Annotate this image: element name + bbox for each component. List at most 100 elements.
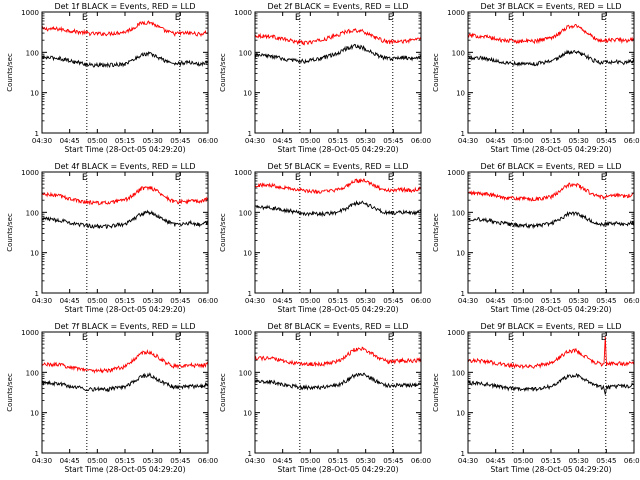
- x-tick-label: 06:00: [624, 297, 640, 305]
- x-tick-label: 04:30: [458, 457, 478, 465]
- x-axis-label: Start Time (28-Oct-05 04:29:20): [277, 465, 398, 474]
- x-tick-label: 05:45: [170, 457, 190, 465]
- series-line: [254, 199, 422, 218]
- y-axis-label: Counts/sec: [6, 53, 14, 92]
- y-tick-label: 1000: [447, 9, 465, 17]
- x-tick-label: 05:00: [513, 457, 533, 465]
- chart-panel: Det 9f BLACK = Events, RED = LLD E E 04:30 0…: [432, 322, 640, 474]
- chart-panel: Det 7f BLACK = Events, RED = LLD E E 04:30 0…: [6, 322, 218, 474]
- x-tick-label: 04:30: [32, 457, 52, 465]
- x-axis-label: Start Time (28-Oct-05 04:29:20): [277, 305, 398, 314]
- y-tick-label: 1000: [21, 329, 39, 337]
- y-axis-label: Counts/sec: [432, 53, 440, 92]
- x-tick-label: 04:45: [60, 137, 80, 145]
- annotation-label: E: [175, 173, 181, 183]
- x-tick-label: 05:45: [383, 137, 403, 145]
- x-tick-label: 04:45: [486, 457, 506, 465]
- chart-panel: Det 4f BLACK = Events, RED = LLD E E 04:30 0…: [6, 162, 218, 314]
- x-tick-label: 05:00: [87, 137, 107, 145]
- x-tick-label: 06:00: [411, 297, 431, 305]
- chart-title: Det 3f BLACK = Events, RED = LLD: [480, 2, 621, 11]
- annotation-label: E: [508, 333, 514, 343]
- annotation-label: E: [175, 333, 181, 343]
- annotation-label: E: [601, 173, 607, 183]
- x-tick-label: 05:30: [569, 297, 589, 305]
- series-line: [467, 182, 635, 202]
- series-line: [254, 28, 422, 46]
- series-line: [41, 372, 209, 393]
- y-tick-label: 100: [239, 49, 252, 57]
- x-tick-label: 05:15: [541, 297, 561, 305]
- series-line: [41, 51, 209, 69]
- x-tick-label: 05:30: [143, 137, 163, 145]
- x-tick-label: 05:15: [115, 137, 135, 145]
- annotation-label: E: [82, 13, 88, 23]
- x-tick-label: 05:15: [328, 297, 348, 305]
- x-tick-label: 05:15: [541, 137, 561, 145]
- y-tick-label: 10: [243, 90, 252, 98]
- annotation-label: E: [601, 13, 607, 23]
- x-tick-label: 05:45: [170, 297, 190, 305]
- x-tick-label: 04:30: [32, 137, 52, 145]
- x-tick-label: 06:00: [624, 137, 640, 145]
- chart-panel: Det 2f BLACK = Events, RED = LLD E E 04:30 0…: [219, 2, 431, 154]
- y-axis-label: Counts/sec: [432, 213, 440, 252]
- x-tick-label: 04:30: [458, 297, 478, 305]
- series-line: [254, 372, 422, 391]
- series-line: [467, 49, 635, 67]
- annotation-label: E: [295, 333, 301, 343]
- y-tick-label: 1: [248, 290, 252, 298]
- chart-title: Det 7f BLACK = Events, RED = LLD: [54, 322, 195, 331]
- x-tick-label: 05:00: [300, 297, 320, 305]
- series-line: [254, 177, 422, 195]
- x-axis-label: Start Time (28-Oct-05 04:29:20): [64, 465, 185, 474]
- chart-title: Det 6f BLACK = Events, RED = LLD: [480, 162, 621, 171]
- y-tick-label: 10: [30, 250, 39, 258]
- chart-title: Det 9f BLACK = Events, RED = LLD: [480, 322, 621, 331]
- x-tick-label: 06:00: [411, 457, 431, 465]
- y-tick-label: 1: [248, 450, 252, 458]
- x-tick-label: 05:45: [383, 457, 403, 465]
- y-tick-label: 1: [35, 450, 39, 458]
- x-tick-label: 06:00: [198, 457, 218, 465]
- y-tick-label: 100: [452, 369, 465, 377]
- y-tick-label: 1000: [234, 169, 252, 177]
- x-tick-label: 04:30: [458, 137, 478, 145]
- x-tick-label: 05:45: [596, 457, 616, 465]
- y-tick-label: 10: [456, 250, 465, 258]
- x-tick-label: 04:30: [245, 297, 265, 305]
- plot-frame: [254, 11, 422, 134]
- chart-title: Det 5f BLACK = Events, RED = LLD: [267, 162, 408, 171]
- series-line: [41, 209, 209, 230]
- y-tick-label: 1000: [234, 329, 252, 337]
- y-tick-label: 1: [461, 290, 465, 298]
- y-tick-label: 1: [248, 130, 252, 138]
- chart-panel: Det 5f BLACK = Events, RED = LLD E E 04:30 0…: [219, 162, 431, 314]
- y-tick-label: 10: [456, 90, 465, 98]
- plot-frame: [467, 171, 635, 294]
- series-line: [41, 349, 209, 374]
- y-tick-label: 1: [35, 130, 39, 138]
- series-line: [467, 23, 635, 45]
- x-tick-label: 04:30: [245, 137, 265, 145]
- x-tick-label: 06:00: [198, 137, 218, 145]
- plot-frame: [467, 11, 635, 134]
- x-tick-label: 05:00: [300, 137, 320, 145]
- y-tick-label: 1000: [21, 9, 39, 17]
- y-axis-label: Counts/sec: [219, 373, 227, 412]
- x-tick-label: 05:00: [513, 137, 533, 145]
- annotation-label: E: [295, 13, 301, 23]
- annotation-label: E: [82, 173, 88, 183]
- x-tick-label: 05:15: [328, 457, 348, 465]
- y-tick-label: 100: [239, 209, 252, 217]
- chart-panel: Det 3f BLACK = Events, RED = LLD E E 04:30 0…: [432, 2, 640, 154]
- y-tick-label: 100: [26, 209, 39, 217]
- x-tick-label: 05:00: [513, 297, 533, 305]
- x-tick-label: 04:45: [486, 137, 506, 145]
- y-tick-label: 10: [243, 250, 252, 258]
- x-tick-label: 05:30: [356, 457, 376, 465]
- x-tick-label: 05:30: [356, 137, 376, 145]
- x-axis-label: Start Time (28-Oct-05 04:29:20): [490, 305, 611, 314]
- y-axis-label: Counts/sec: [219, 53, 227, 92]
